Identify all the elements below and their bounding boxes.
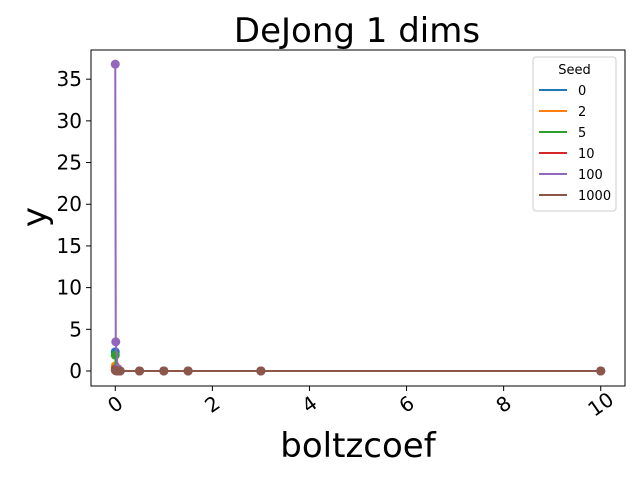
legend-box [532,56,617,212]
y-tick-label: 0 [69,359,82,383]
y-tick-label: 30 [57,109,82,133]
y-tick-label: 25 [57,151,82,175]
legend-label-10: 10 [578,147,595,162]
plot-frame [90,49,626,387]
y-axis-label: y [15,207,55,227]
legend-label-5: 5 [578,126,586,141]
legend-label-1000: 1000 [578,189,611,204]
legend-title: Seed [558,63,591,78]
data-point-1000 [135,366,145,376]
data-point-1000 [183,366,193,376]
data-point-1000 [596,366,606,376]
data-point-5 [110,350,120,360]
data-point-1000 [115,366,125,376]
y-tick-label: 35 [57,67,82,91]
legend-label-100: 100 [578,168,603,183]
data-point-100 [111,337,121,347]
legend-label-0: 0 [578,84,586,99]
data-point-100 [110,59,120,69]
y-tick-label: 10 [57,276,82,300]
data-point-1000 [256,366,266,376]
y-tick-label: 5 [69,317,82,341]
plot-area [90,49,626,387]
chart-title: DeJong 1 dims [234,11,480,51]
data-point-1000 [159,366,169,376]
y-axis: 0 5 10 15 20 25 30 35 [57,67,91,383]
y-tick-label: 20 [57,192,82,216]
x-axis-label: boltzcoef [280,426,436,466]
y-tick-label: 15 [57,234,82,258]
legend-label-2: 2 [578,105,586,120]
legend: Seed 0 2 5 10 100 1000 [532,56,617,212]
